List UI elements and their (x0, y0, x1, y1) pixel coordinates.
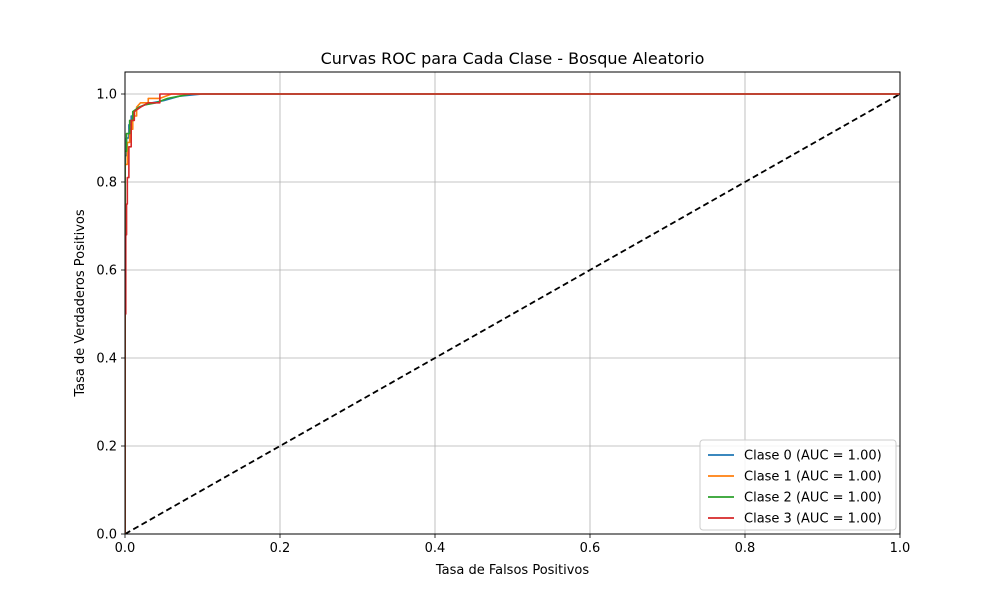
x-tick-label: 0.0 (115, 541, 136, 556)
y-tick-label: 1.0 (96, 88, 117, 103)
y-tick-label: 0.4 (96, 352, 117, 367)
legend-entry: Clase 1 (AUC = 1.00) (744, 470, 882, 485)
x-tick-label: 1.0 (890, 541, 911, 556)
legend-entry: Clase 3 (AUC = 1.00) (744, 512, 882, 527)
x-tick-label: 0.4 (425, 541, 446, 556)
legend-entry: Clase 2 (AUC = 1.00) (744, 491, 882, 506)
legend-entry: Clase 0 (AUC = 1.00) (744, 449, 882, 464)
y-tick-label: 0.8 (96, 176, 117, 191)
x-tick-label: 0.8 (735, 541, 756, 556)
chart-title: Curvas ROC para Cada Clase - Bosque Alea… (321, 49, 705, 68)
legend: Clase 0 (AUC = 1.00) Clase 1 (AUC = 1.00)… (700, 440, 896, 530)
x-tick-label: 0.6 (580, 541, 601, 556)
y-axis-label: Tasa de Verdaderos Positivos (73, 209, 88, 397)
x-tick-label: 0.2 (270, 541, 291, 556)
y-tick-label: 0.2 (96, 440, 117, 455)
x-axis-label: Tasa de Falsos Positivos (435, 563, 590, 578)
y-tick-label: 0.6 (96, 264, 117, 279)
y-tick-label: 0.0 (96, 528, 117, 543)
